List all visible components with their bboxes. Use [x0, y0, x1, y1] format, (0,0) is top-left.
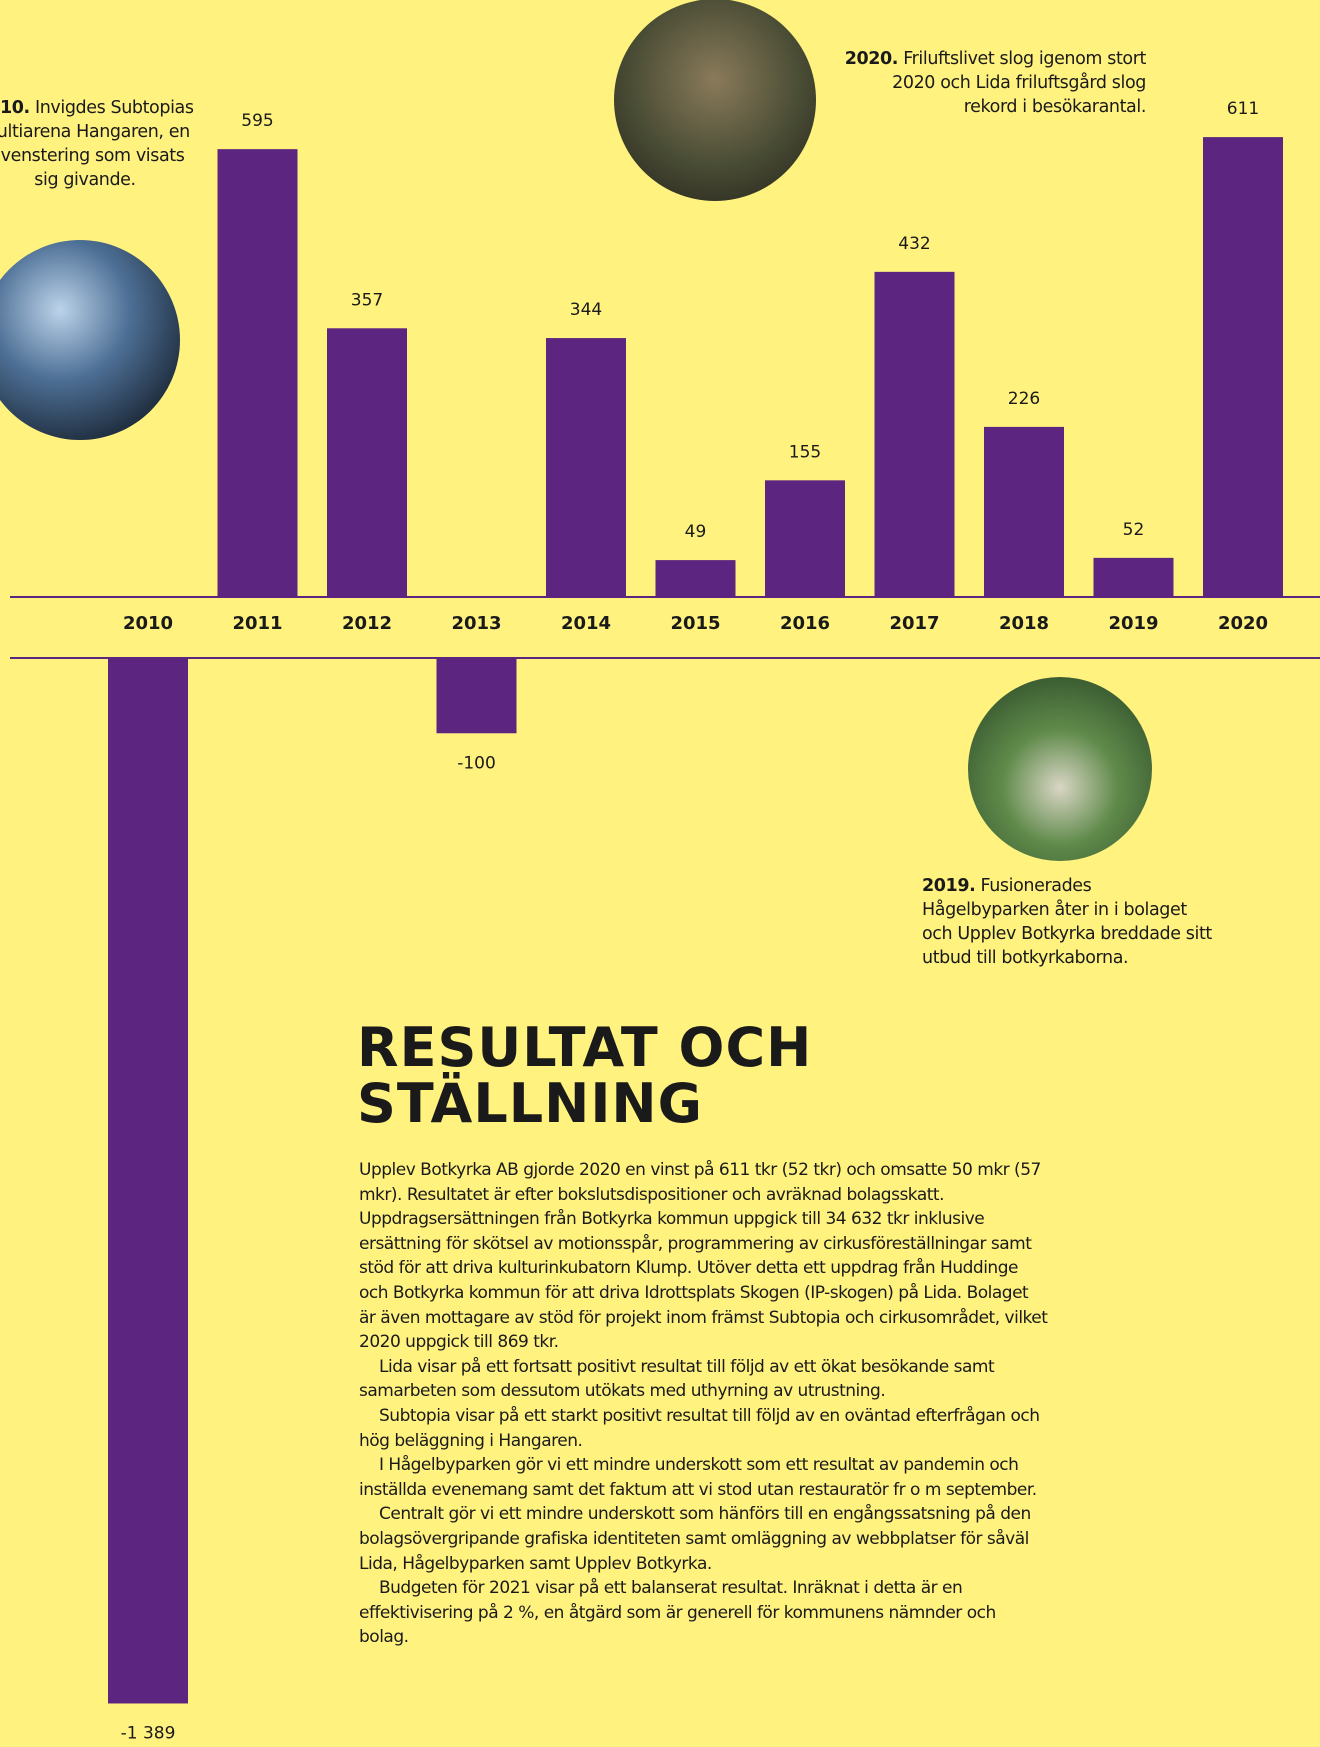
- bar: [875, 272, 955, 597]
- x-tick-label: 2011: [232, 613, 282, 634]
- annotation: 2010. Invigdes Subtopias multiarena Hang…: [0, 96, 195, 192]
- annotation-lead: 2019.: [922, 876, 975, 896]
- annotation-text: Invigdes Subtopias multiarena Hangaren, …: [0, 98, 194, 190]
- bar: [327, 328, 407, 597]
- annotation: 2020. Friluftslivet slog igenom stort 20…: [840, 47, 1146, 119]
- value-label: 595: [241, 111, 273, 131]
- value-label: 49: [685, 522, 707, 542]
- value-label: 52: [1123, 520, 1145, 540]
- annotation-text: Friluftslivet slog igenom stort 2020 och…: [892, 49, 1146, 117]
- bar: [1203, 137, 1283, 597]
- value-label: 357: [351, 290, 383, 310]
- article-body: Upplev Botkyrka AB gjorde 2020 en vinst …: [359, 1158, 1049, 1650]
- value-label: 432: [898, 234, 930, 254]
- paragraph: Budgeten för 2021 visar på ett balansera…: [359, 1576, 1049, 1650]
- article-title: RESULTAT OCH STÄLLNING: [357, 1020, 897, 1132]
- x-tick-label: 2014: [561, 613, 611, 634]
- x-tick-label: 2020: [1218, 613, 1268, 634]
- x-tick-label: 2012: [342, 613, 392, 634]
- x-tick-label: 2013: [451, 613, 501, 634]
- paragraph: Lida visar på ett fortsatt positivt resu…: [359, 1355, 1049, 1404]
- photo: [968, 677, 1152, 861]
- annotation-lead: 2020.: [845, 49, 898, 69]
- paragraph: Upplev Botkyrka AB gjorde 2020 en vinst …: [359, 1158, 1049, 1355]
- value-label: 226: [1008, 389, 1040, 409]
- page: 2010 -1 389 2011 595 2012 357 2013 -100 2014 344 2…: [0, 0, 1320, 1747]
- annotation: 2019. Fusionerades Hågelbyparken åter in…: [922, 874, 1222, 970]
- bar: [218, 149, 298, 597]
- x-tick-label: 2010: [123, 613, 173, 634]
- bar: [984, 427, 1064, 597]
- bar: [437, 658, 517, 733]
- value-label: -1 389: [121, 1723, 176, 1743]
- paragraph: I Hågelbyparken gör vi ett mindre unders…: [359, 1453, 1049, 1502]
- x-tick-label: 2017: [889, 613, 939, 634]
- bar: [1094, 558, 1174, 597]
- photo: [0, 240, 180, 440]
- bar: [656, 560, 736, 597]
- annotation-lead: 2010.: [0, 98, 30, 118]
- x-tick-label: 2019: [1108, 613, 1158, 634]
- value-label: -100: [457, 753, 496, 773]
- paragraph: Subtopia visar på ett starkt positivt re…: [359, 1404, 1049, 1453]
- x-tick-label: 2018: [999, 613, 1049, 634]
- photo: [614, 0, 816, 201]
- bar: [546, 338, 626, 597]
- bar: [108, 658, 188, 1703]
- bar: [765, 480, 845, 597]
- value-label: 611: [1227, 99, 1259, 119]
- paragraph: Centralt gör vi ett mindre underskott so…: [359, 1502, 1049, 1576]
- x-tick-label: 2015: [670, 613, 720, 634]
- value-label: 344: [570, 300, 602, 320]
- x-tick-label: 2016: [780, 613, 830, 634]
- value-label: 155: [789, 442, 821, 462]
